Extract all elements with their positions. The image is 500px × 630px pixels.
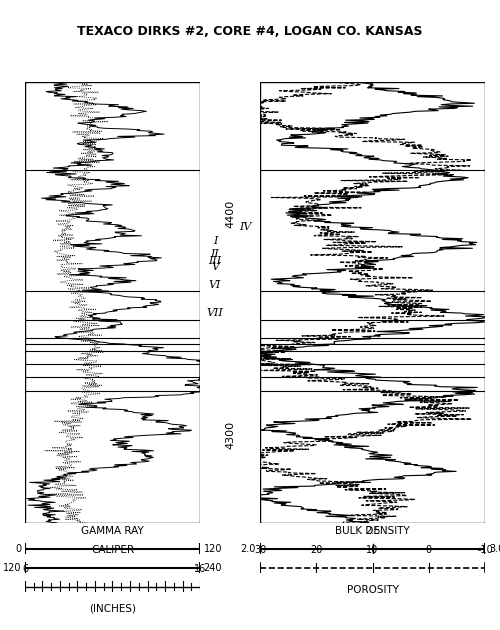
Text: 4300: 4300 xyxy=(225,421,235,449)
Text: BULK DENSITY: BULK DENSITY xyxy=(335,526,410,536)
Text: CALIPER: CALIPER xyxy=(91,545,134,555)
Text: VI: VI xyxy=(209,280,221,290)
Text: POROSITY: POROSITY xyxy=(346,585,399,595)
Text: 120: 120 xyxy=(204,544,222,554)
Text: 3.0: 3.0 xyxy=(490,544,500,554)
Text: V: V xyxy=(211,262,219,272)
Text: TEXACO DIRKS #2, CORE #4, LOGAN CO. KANSAS: TEXACO DIRKS #2, CORE #4, LOGAN CO. KANS… xyxy=(77,25,423,38)
Text: III: III xyxy=(208,256,222,265)
Text: I: I xyxy=(213,236,217,246)
Text: 30: 30 xyxy=(254,545,266,555)
Text: 16: 16 xyxy=(194,564,206,574)
Text: 2.5: 2.5 xyxy=(365,526,380,536)
Text: 10: 10 xyxy=(366,545,378,555)
Text: VII: VII xyxy=(206,309,224,318)
Text: 120: 120 xyxy=(3,563,22,573)
Text: 240: 240 xyxy=(204,563,222,573)
Text: 4400: 4400 xyxy=(225,200,235,228)
Text: 0: 0 xyxy=(16,544,22,554)
Text: (INCHES): (INCHES) xyxy=(89,604,136,614)
Text: 20: 20 xyxy=(310,545,322,555)
Text: 0: 0 xyxy=(426,545,432,555)
Text: -10: -10 xyxy=(477,545,493,555)
Text: GAMMA RAY: GAMMA RAY xyxy=(81,526,144,536)
Text: 6: 6 xyxy=(22,564,28,574)
Text: II: II xyxy=(210,249,220,259)
Text: 2.0: 2.0 xyxy=(240,544,256,554)
Text: IV: IV xyxy=(239,222,251,232)
